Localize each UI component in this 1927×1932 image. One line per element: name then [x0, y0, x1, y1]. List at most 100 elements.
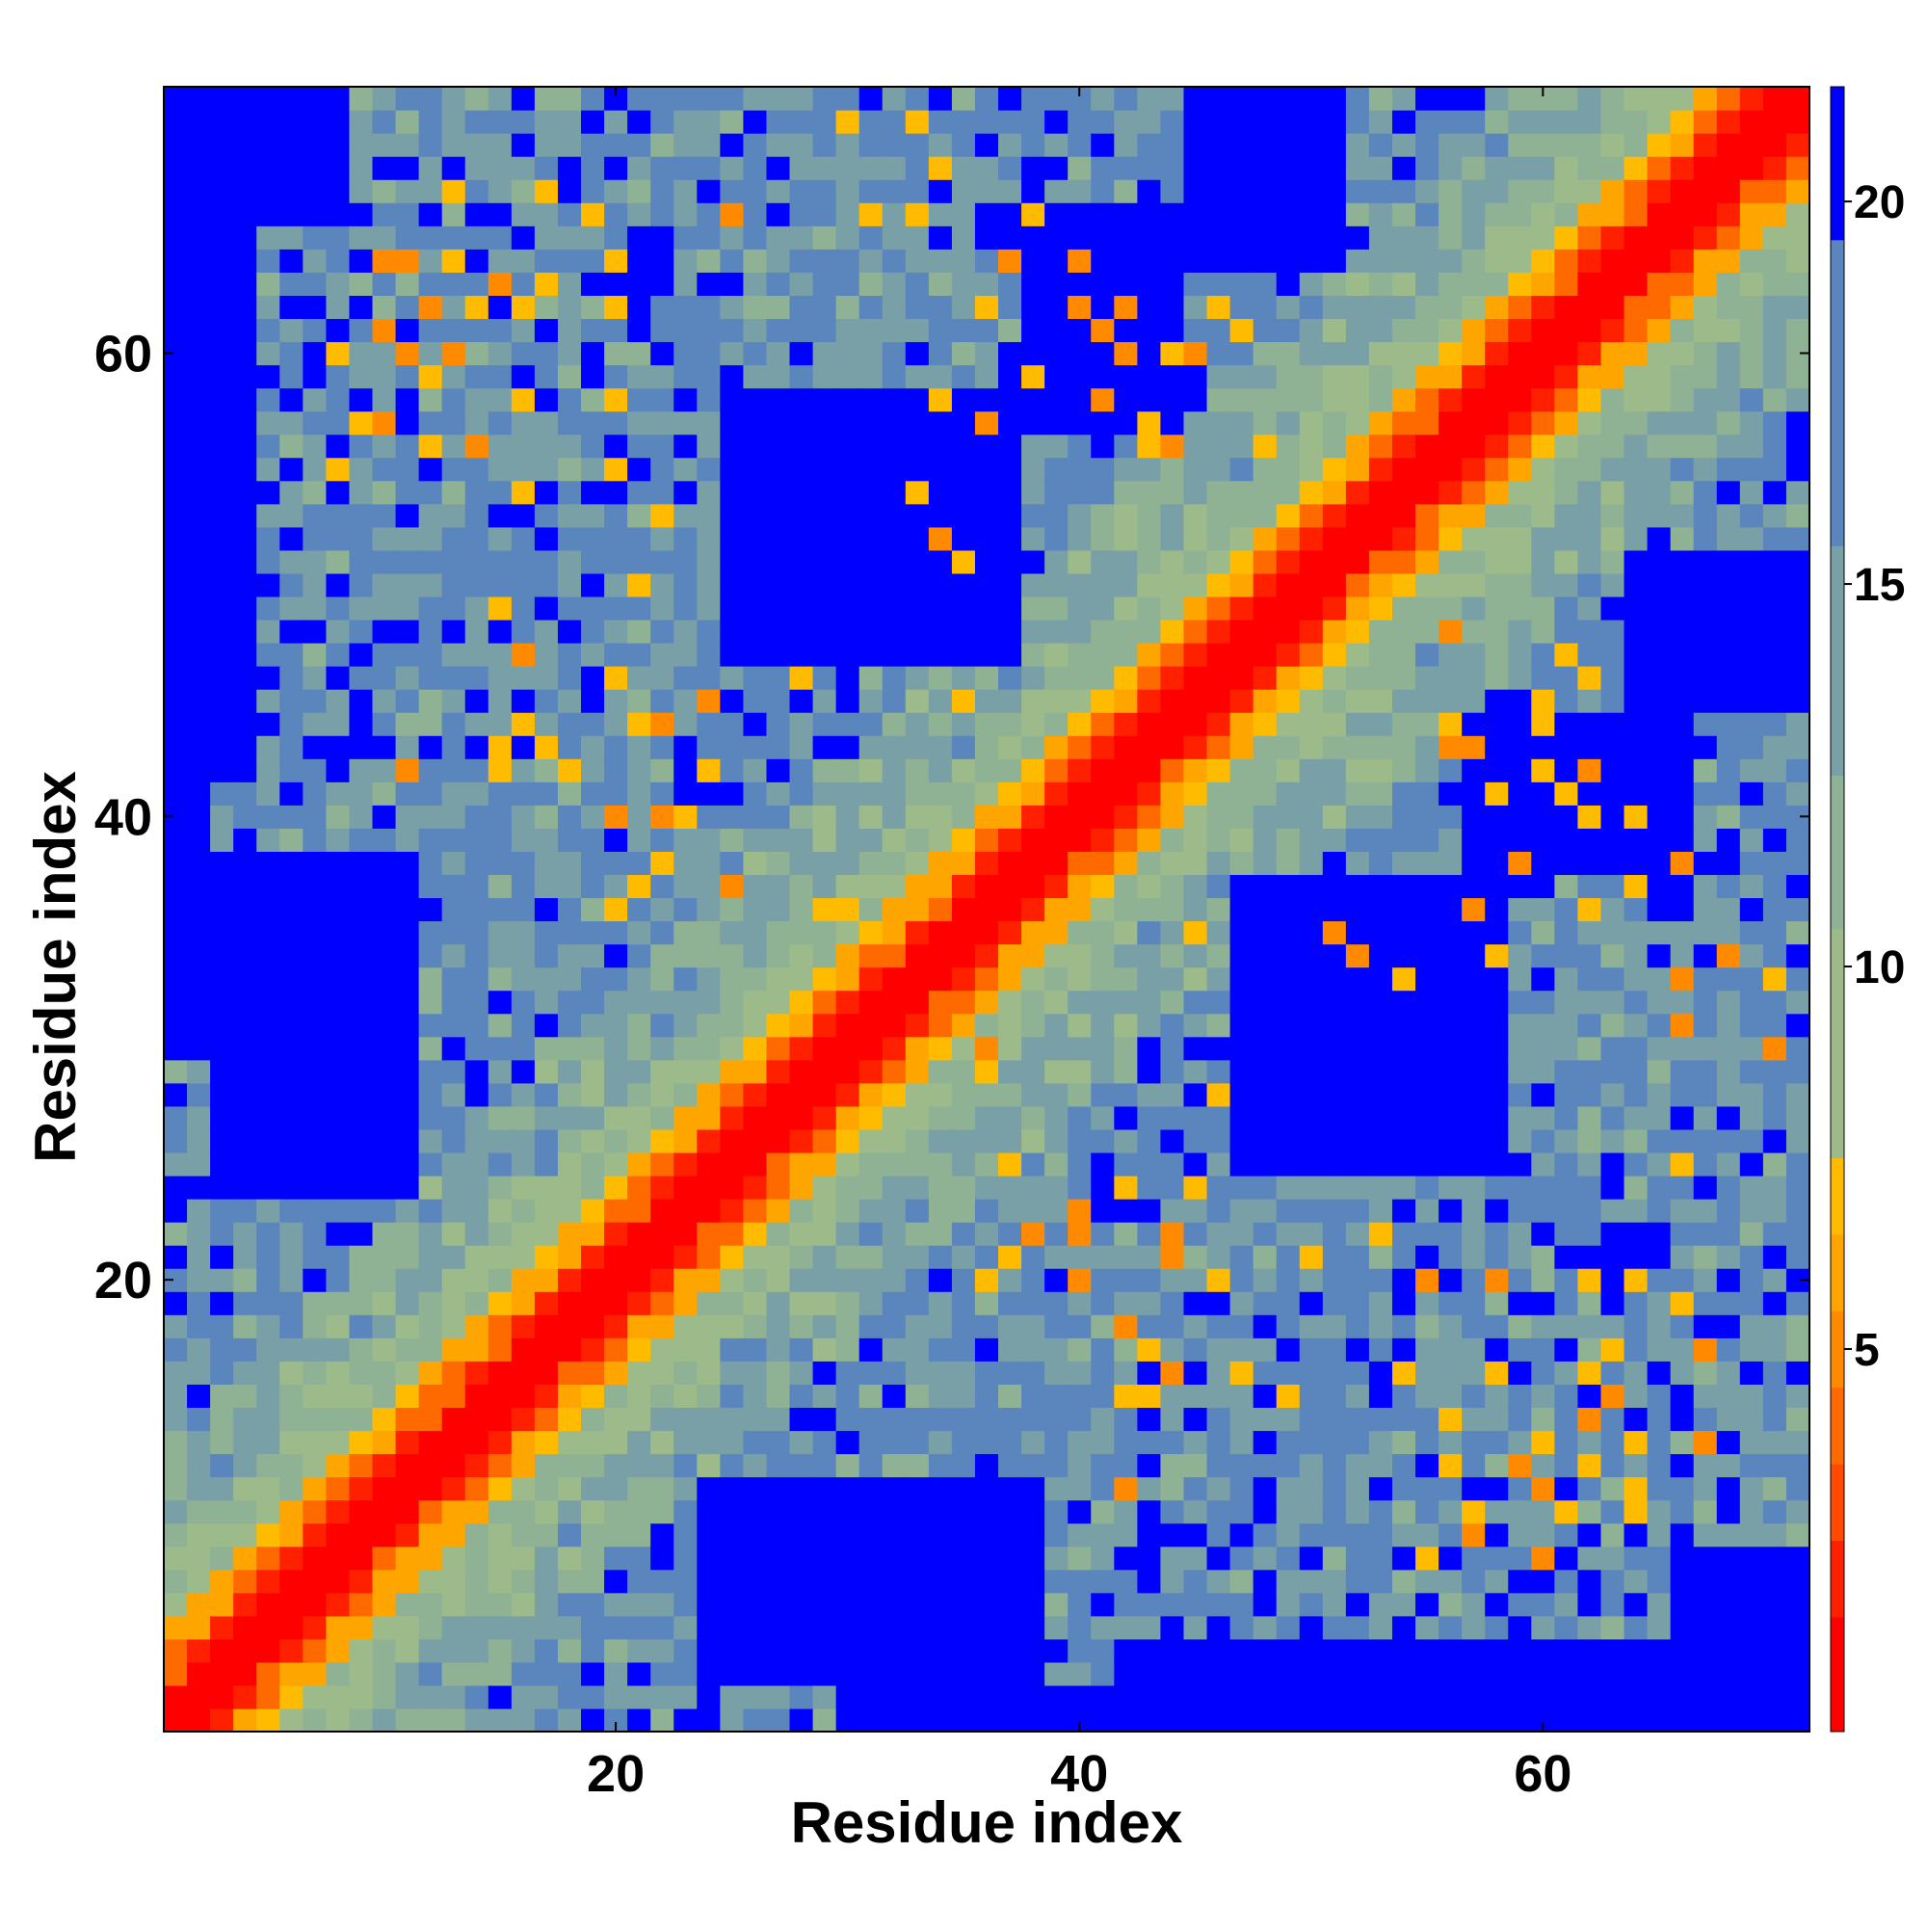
heatmap-cell — [604, 549, 628, 574]
heatmap-cell — [1229, 1337, 1254, 1362]
heatmap-cell — [1345, 966, 1370, 992]
heatmap-cell — [164, 526, 188, 551]
heatmap-cell — [1091, 1128, 1115, 1153]
heatmap-cell — [743, 874, 768, 899]
heatmap-cell — [488, 1707, 513, 1733]
heatmap-cell — [233, 735, 257, 759]
heatmap-cell — [1322, 387, 1347, 412]
heatmap-cell — [998, 1199, 1022, 1223]
heatmap-cell — [928, 434, 953, 459]
heatmap-cell — [303, 1199, 327, 1223]
heatmap-cell — [1229, 920, 1254, 945]
heatmap-cell — [256, 1546, 280, 1571]
heatmap-cell — [534, 457, 559, 482]
heatmap-cell — [164, 920, 188, 945]
heatmap-cell — [1415, 1082, 1439, 1107]
heatmap-cell — [488, 1199, 513, 1223]
heatmap-cell — [1114, 1245, 1138, 1269]
heatmap-cell — [627, 133, 651, 157]
heatmap-cell — [858, 735, 884, 759]
heatmap-cell — [1577, 526, 1602, 551]
heatmap-cell — [1299, 1592, 1324, 1617]
heatmap-cell — [464, 364, 489, 389]
heatmap-cell — [1439, 387, 1463, 412]
heatmap-cell — [1322, 595, 1347, 621]
heatmap-cell — [1716, 1522, 1741, 1548]
heatmap-cell — [1623, 526, 1649, 551]
heatmap-cell — [1391, 249, 1416, 273]
heatmap-cell — [1137, 457, 1162, 482]
heatmap-cell — [720, 480, 745, 505]
heatmap-cell — [395, 758, 420, 782]
heatmap-cell — [1160, 1245, 1185, 1269]
heatmap-cell — [743, 133, 768, 157]
heatmap-cell — [1044, 781, 1069, 806]
heatmap-cell — [326, 110, 351, 134]
heatmap-cell — [1670, 805, 1695, 829]
heatmap-cell — [697, 87, 721, 111]
heatmap-cell — [1091, 920, 1115, 945]
heatmap-cell — [697, 225, 721, 250]
heatmap-cell — [488, 1615, 513, 1640]
heatmap-cell — [187, 1522, 211, 1548]
heatmap-cell — [1091, 1082, 1115, 1107]
heatmap-cell — [743, 1059, 768, 1084]
heatmap-cell — [1206, 133, 1231, 157]
heatmap-cell — [974, 225, 999, 250]
heatmap-cell — [1206, 480, 1231, 505]
heatmap-cell — [326, 1707, 351, 1733]
heatmap-cell — [1276, 619, 1301, 644]
heatmap-cell — [673, 457, 698, 482]
heatmap-cell — [1716, 341, 1741, 366]
heatmap-cell — [256, 758, 280, 782]
heatmap-cell — [488, 851, 513, 876]
heatmap-cell — [303, 1499, 327, 1524]
heatmap-cell — [1462, 249, 1486, 273]
heatmap-cell — [464, 249, 489, 273]
heatmap-cell — [812, 1707, 837, 1733]
heatmap-cell — [488, 387, 513, 412]
heatmap-cell — [1716, 1013, 1741, 1038]
heatmap-cell — [1716, 503, 1741, 528]
heatmap-cell — [766, 249, 791, 273]
heatmap-cell — [673, 1013, 698, 1038]
heatmap-cell — [673, 781, 698, 806]
heatmap-cell — [1206, 225, 1231, 250]
heatmap-cell — [1276, 1268, 1301, 1292]
heatmap-cell — [1137, 1476, 1162, 1501]
heatmap-cell — [1716, 735, 1741, 759]
heatmap-cell — [627, 1222, 651, 1246]
heatmap-cell — [1647, 202, 1672, 226]
heatmap-cell — [928, 1291, 953, 1315]
heatmap-cell — [395, 1361, 420, 1385]
heatmap-cell — [697, 943, 721, 968]
heatmap-cell — [1415, 1707, 1439, 1733]
heatmap-cell — [604, 225, 628, 250]
heatmap-cell — [187, 1407, 211, 1432]
heatmap-cell — [1739, 1661, 1764, 1686]
heatmap-cell — [233, 249, 257, 273]
heatmap-cell — [372, 179, 397, 203]
heatmap-cell — [1693, 1592, 1718, 1617]
heatmap-cell — [488, 87, 513, 111]
heatmap-cell — [789, 526, 814, 551]
heatmap-cell — [1068, 1476, 1092, 1501]
heatmap-cell — [464, 735, 489, 759]
heatmap-cell — [279, 1453, 304, 1478]
heatmap-cell — [1762, 828, 1787, 852]
heatmap-cell — [720, 1430, 745, 1455]
heatmap-cell — [557, 1384, 582, 1409]
heatmap-cell — [1276, 1638, 1301, 1663]
heatmap-cell — [372, 1128, 397, 1153]
heatmap-cell — [1415, 1361, 1439, 1385]
heatmap-cell — [1693, 990, 1718, 1015]
heatmap-cell — [1785, 1592, 1810, 1617]
heatmap-cell — [905, 735, 930, 759]
heatmap-cell — [1114, 666, 1138, 690]
heatmap-cell — [1229, 943, 1254, 968]
heatmap-cell — [210, 1151, 234, 1177]
heatmap-cell — [627, 1476, 651, 1501]
heatmap-cell — [905, 549, 930, 574]
heatmap-cell — [882, 1175, 907, 1200]
heatmap-cell — [1462, 133, 1486, 157]
